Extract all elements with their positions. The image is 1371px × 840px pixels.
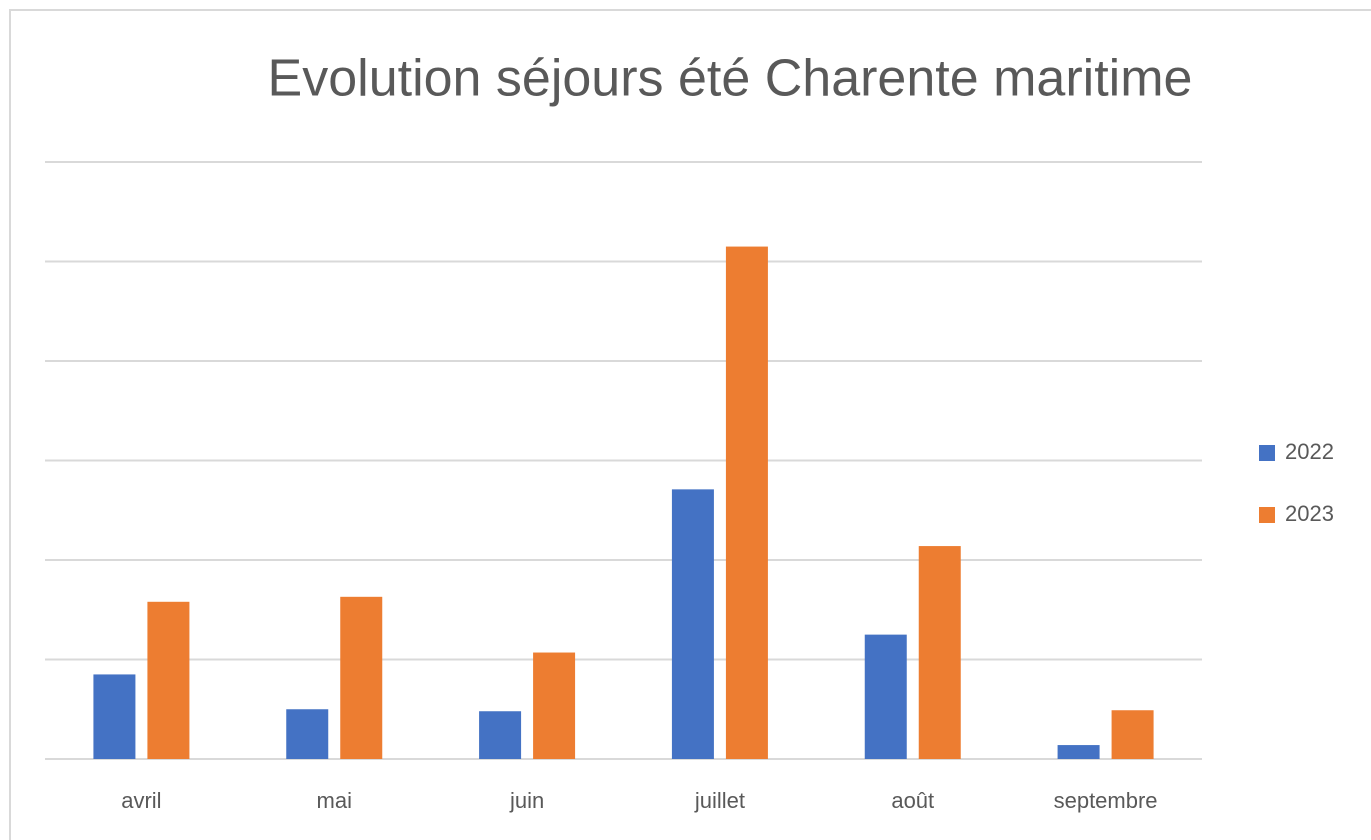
bar: [479, 711, 522, 759]
bar: [1057, 745, 1100, 759]
x-tick-label: juillet: [694, 788, 745, 813]
x-tick-label: août: [891, 788, 934, 813]
bar: [1111, 710, 1154, 759]
bar: [864, 634, 907, 759]
bar: [286, 709, 329, 759]
legend-label: 2022: [1285, 439, 1334, 464]
bar: [918, 546, 961, 759]
chart-title: Evolution séjours été Charente maritime: [268, 50, 1193, 108]
x-tick-label: avril: [121, 788, 161, 813]
bar: [725, 246, 768, 759]
legend-swatch: [1259, 445, 1275, 461]
bar: [93, 674, 136, 759]
bar: [340, 596, 383, 759]
x-tick-label: septembre: [1054, 788, 1158, 813]
bar: [147, 601, 190, 759]
legend-label: 2023: [1285, 501, 1334, 526]
x-tick-label: mai: [317, 788, 352, 813]
bar: [671, 489, 714, 759]
legend-swatch: [1259, 507, 1275, 523]
bar: [533, 652, 576, 759]
x-tick-label: juin: [509, 788, 544, 813]
